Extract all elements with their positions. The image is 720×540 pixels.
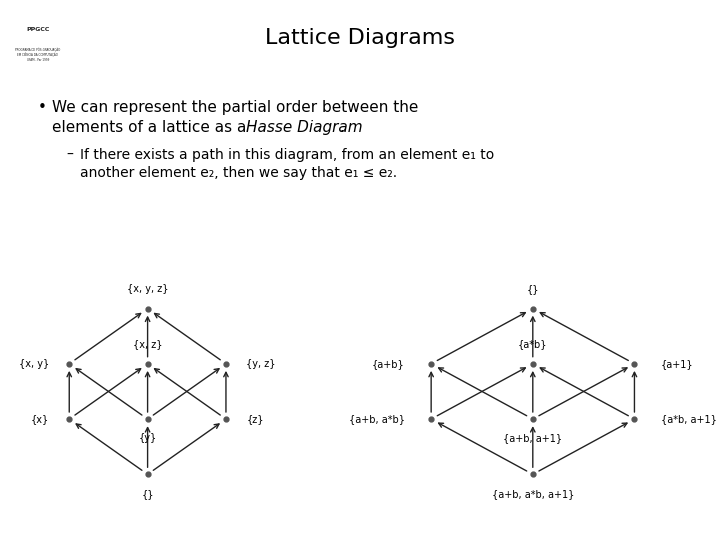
Text: {x, z}: {x, z}	[133, 340, 162, 349]
Text: Hasse Diagram: Hasse Diagram	[246, 120, 363, 135]
Text: PPGCC: PPGCC	[26, 28, 50, 32]
Text: {}: {}	[141, 489, 154, 498]
Text: {a+b, a*b, a+1}: {a+b, a*b, a+1}	[492, 489, 574, 498]
Text: {a+1}: {a+1}	[661, 359, 693, 369]
Text: PROGRAMA DE PÓS-GRADUAÇÃO
EM CIÊNCIA DA COMPUTAÇÃO
UFAM - Par 1999: PROGRAMA DE PÓS-GRADUAÇÃO EM CIÊNCIA DA …	[15, 48, 60, 62]
Text: {a*b, a+1}: {a*b, a+1}	[661, 414, 716, 424]
Text: {a+b, a+1}: {a+b, a+1}	[503, 434, 562, 443]
Text: another element e₂, then we say that e₁ ≤ e₂.: another element e₂, then we say that e₁ …	[80, 166, 397, 180]
Text: {x, y}: {x, y}	[19, 359, 49, 369]
Text: .: .	[339, 120, 344, 135]
Text: {y}: {y}	[138, 434, 157, 443]
Text: •: •	[38, 100, 47, 115]
Text: {z}: {z}	[246, 414, 264, 424]
Text: {}: {}	[526, 284, 539, 294]
Text: {a+b, a*b}: {a+b, a*b}	[348, 414, 405, 424]
Text: {x, y, z}: {x, y, z}	[127, 284, 168, 294]
Text: –: –	[66, 148, 73, 162]
Text: elements of a lattice as a: elements of a lattice as a	[52, 120, 251, 135]
Text: {y, z}: {y, z}	[246, 359, 276, 369]
Text: {x}: {x}	[31, 414, 49, 424]
Text: {a+b}: {a+b}	[372, 359, 405, 369]
Text: {a*b}: {a*b}	[518, 340, 547, 349]
Text: If there exists a path in this diagram, from an element e₁ to: If there exists a path in this diagram, …	[80, 148, 494, 162]
Text: We can represent the partial order between the: We can represent the partial order betwe…	[52, 100, 418, 115]
Text: Lattice Diagrams: Lattice Diagrams	[265, 28, 455, 48]
